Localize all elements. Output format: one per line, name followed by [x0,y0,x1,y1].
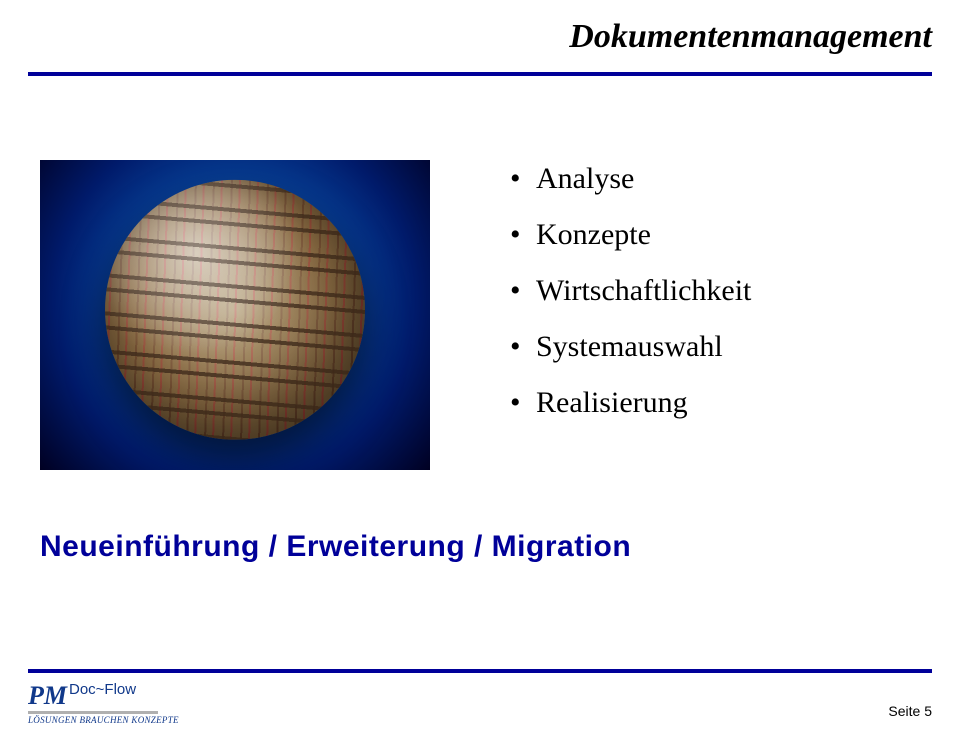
header: Dokumentenmanagement [0,0,960,66]
logo: PMDoc~Flow LÖSUNGEN BRAUCHEN KONZEPTE [28,683,179,725]
slide: Dokumentenmanagement Analyse Konzepte Wi… [0,0,960,737]
bullet-item: Analyse [510,162,751,196]
logo-text-row: PMDoc~Flow [28,683,179,709]
bullet-item: Wirtschaftlichkeit [510,274,751,308]
top-divider [28,72,932,76]
logo-docflow: Doc~Flow [69,681,136,698]
page-number: Seite 5 [888,703,932,719]
bottom-divider [28,669,932,673]
bullet-item: Realisierung [510,386,751,420]
slide-title: Dokumentenmanagement [0,18,932,56]
logo-pm: PM [28,683,67,709]
subheading: Neueinführung / Erweiterung / Migration [40,530,920,564]
book-sphere-icon [105,180,365,440]
bullet-list: Analyse Konzepte Wirtschaftlichkeit Syst… [510,140,751,442]
logo-tagline: LÖSUNGEN BRAUCHEN KONZEPTE [28,715,179,725]
logo-rule [28,711,158,714]
bullet-item: Konzepte [510,218,751,252]
footer: PMDoc~Flow LÖSUNGEN BRAUCHEN KONZEPTE Se… [28,675,932,725]
body: Analyse Konzepte Wirtschaftlichkeit Syst… [40,140,920,470]
globe-image [40,160,430,470]
bullet-item: Systemauswahl [510,330,751,364]
